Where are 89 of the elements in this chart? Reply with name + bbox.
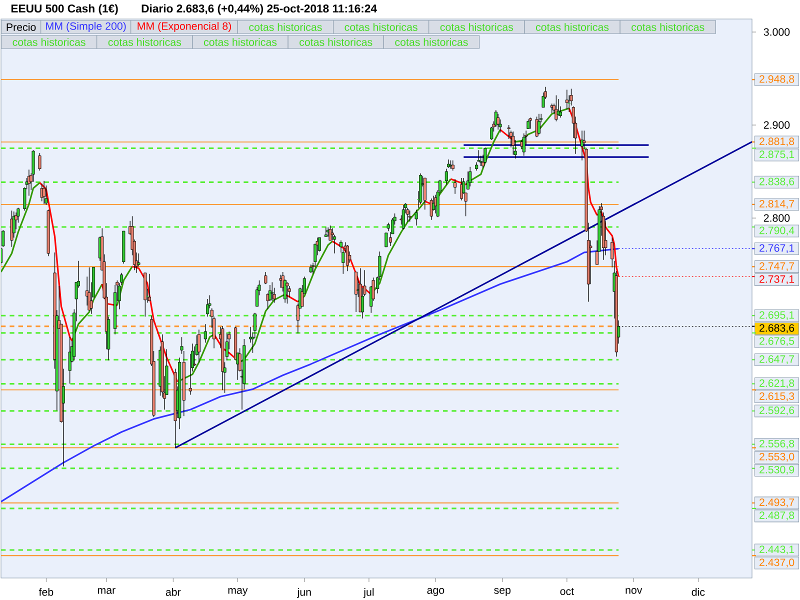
annotation: cotas historicas: [395, 38, 468, 46]
text: Precio: [6, 23, 36, 31]
ref-line-label: 2.493,7: [760, 498, 794, 508]
candlestick: [204, 324, 207, 344]
candlestick: [354, 272, 358, 312]
annotation: cotas historicas: [204, 38, 277, 46]
annotation: 2.737,1: [760, 275, 794, 284]
ref-line-label: 2.676,5: [760, 337, 794, 346]
candlestick: [528, 117, 532, 130]
candlestick: [589, 240, 592, 284]
ref-line-label: 2.621,8: [760, 379, 794, 388]
candlestick: [444, 168, 448, 185]
ref-line-label: 2.443,1: [760, 546, 794, 554]
ref-line-label: 2.553,0: [760, 452, 794, 462]
y-tick-label: 3.000: [764, 28, 790, 36]
text: MM (Simple 200): [46, 22, 126, 32]
text: MM (Exponencial 8): [138, 22, 232, 32]
line-series: [38, 182, 73, 342]
candlestick: [496, 114, 500, 130]
x-tick-label: feb: [38, 588, 54, 596]
candlestick: [44, 185, 48, 206]
annotation: 2.683,6: [760, 324, 794, 334]
line-series: [131, 266, 178, 383]
x-tick-label: ago: [427, 588, 444, 596]
candlestick: [206, 298, 210, 317]
ref-line-label: 2.530,9: [760, 466, 794, 475]
ref-line-label: 2.838,6: [760, 178, 794, 187]
ref-line-label: 2.814,7: [760, 200, 794, 209]
candlestick: [477, 150, 480, 162]
candlestick: [512, 131, 515, 156]
candlestick: [346, 244, 349, 272]
x-tick-label: oct: [560, 588, 574, 596]
candlestick: [38, 152, 42, 171]
candlestick: [522, 133, 526, 156]
candlestick: [554, 94, 558, 122]
x-tick-label: nov: [626, 588, 642, 594]
ref-line-label: 2.881,8: [760, 138, 794, 146]
candlestick: [580, 130, 584, 161]
ref-line-label: 2.437,0: [760, 558, 794, 568]
ref-line-label: 2.875,1: [760, 150, 794, 160]
ref-line-label: 2.948,8: [760, 75, 794, 84]
x-tick-label: may: [228, 588, 248, 596]
candlestick: [454, 178, 457, 194]
ref-line-label: 2.487,8: [760, 512, 794, 520]
candlestick: [88, 267, 91, 310]
x-tick-label: jun: [297, 588, 311, 598]
x-tick-label: dic: [692, 588, 705, 596]
x-tick-label: mar: [98, 588, 116, 594]
candlestick: [468, 166, 472, 187]
ref-line-label: 2.695,1: [760, 311, 794, 320]
chart-title: EEUU 500 Cash (1€): [11, 4, 118, 15]
candlestick: [423, 178, 426, 210]
candlestick: [286, 282, 289, 304]
candlestick: [414, 209, 418, 226]
candlestick: [466, 171, 470, 190]
candlestick: [2, 230, 5, 248]
ref-line-label: 2.790,4: [760, 226, 794, 236]
annotation: cotas historicas: [108, 38, 182, 46]
x-tick-label: sep: [494, 588, 511, 596]
candlestick: [484, 147, 487, 164]
ref-line-label: 2.615,3: [760, 392, 794, 402]
candlestick: [10, 210, 14, 248]
annotation: 2.767,1: [760, 244, 794, 254]
ref-line-label: 2.592,6: [760, 406, 794, 416]
candlestick: [197, 329, 200, 363]
candlestick: [535, 116, 538, 138]
y-tick-label: 2.900: [764, 121, 790, 129]
chart-subtitle: Diario 2.683,6 (+0,44%) 25-oct-2018 11:16:24: [142, 4, 377, 15]
x-tick-label: abr: [166, 588, 181, 596]
candlestick: [328, 225, 332, 241]
candlestick: [526, 119, 530, 130]
line-series: [1, 182, 41, 273]
annotation: cotas historicas: [536, 23, 609, 31]
candlestick: [42, 180, 46, 204]
annotation: cotas historicas: [632, 23, 704, 31]
x-tick-label: jul: [363, 588, 374, 598]
annotation: cotas historicas: [440, 23, 514, 31]
y-tick-label: 2.800: [764, 214, 790, 222]
annotation: cotas historicas: [300, 38, 372, 46]
annotation: cotas historicas: [344, 23, 418, 31]
candlestick: [408, 210, 412, 222]
annotation: cotas historicas: [249, 23, 322, 31]
ref-line-label: 2.556,8: [760, 440, 794, 449]
annotation: cotas historicas: [12, 38, 86, 46]
candlestick: [264, 272, 268, 284]
ref-line-label: 2.647,7: [760, 355, 794, 364]
candlestick: [384, 232, 388, 248]
ref-line-label: 2.747,7: [760, 262, 794, 272]
candlestick: [148, 274, 152, 302]
